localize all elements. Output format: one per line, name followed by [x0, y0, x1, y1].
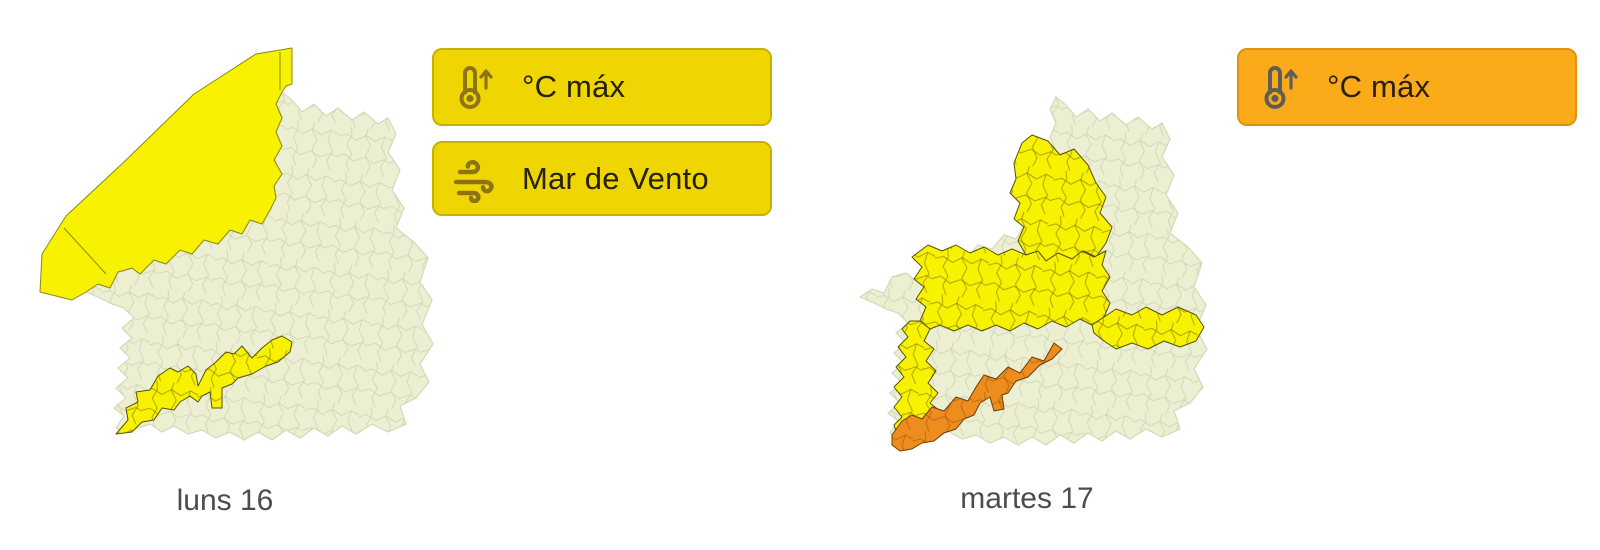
day-label-martes: martes 17 — [960, 482, 1094, 515]
thermometer-up-icon — [459, 66, 493, 109]
legend-badge-label: °C máx — [522, 69, 626, 104]
legend-badge-label: °C máx — [1327, 69, 1431, 104]
legend-badge-temp-max-orange[interactable]: °C máx — [1237, 48, 1577, 126]
legend-badge-temp-max-yellow[interactable]: °C máx — [432, 48, 772, 126]
map-galicia-martes — [859, 96, 1208, 452]
coastal-warning-strip-yellow — [39, 47, 293, 301]
legend-badge-label: Mar de Vento — [522, 160, 709, 196]
wind-icon — [453, 159, 494, 203]
coastal-strip-zone-dividers — [63, 52, 281, 275]
day-label-luns: luns 16 — [176, 484, 274, 517]
legend-badge-wind-sea-yellow[interactable]: Mar de Vento — [432, 141, 772, 216]
map-galicia-luns — [39, 47, 434, 441]
legend-luns: °C máx Mar de Vento — [432, 48, 772, 216]
legend-martes: °C máx — [1237, 48, 1577, 126]
thermometer-up-icon — [1264, 66, 1298, 109]
